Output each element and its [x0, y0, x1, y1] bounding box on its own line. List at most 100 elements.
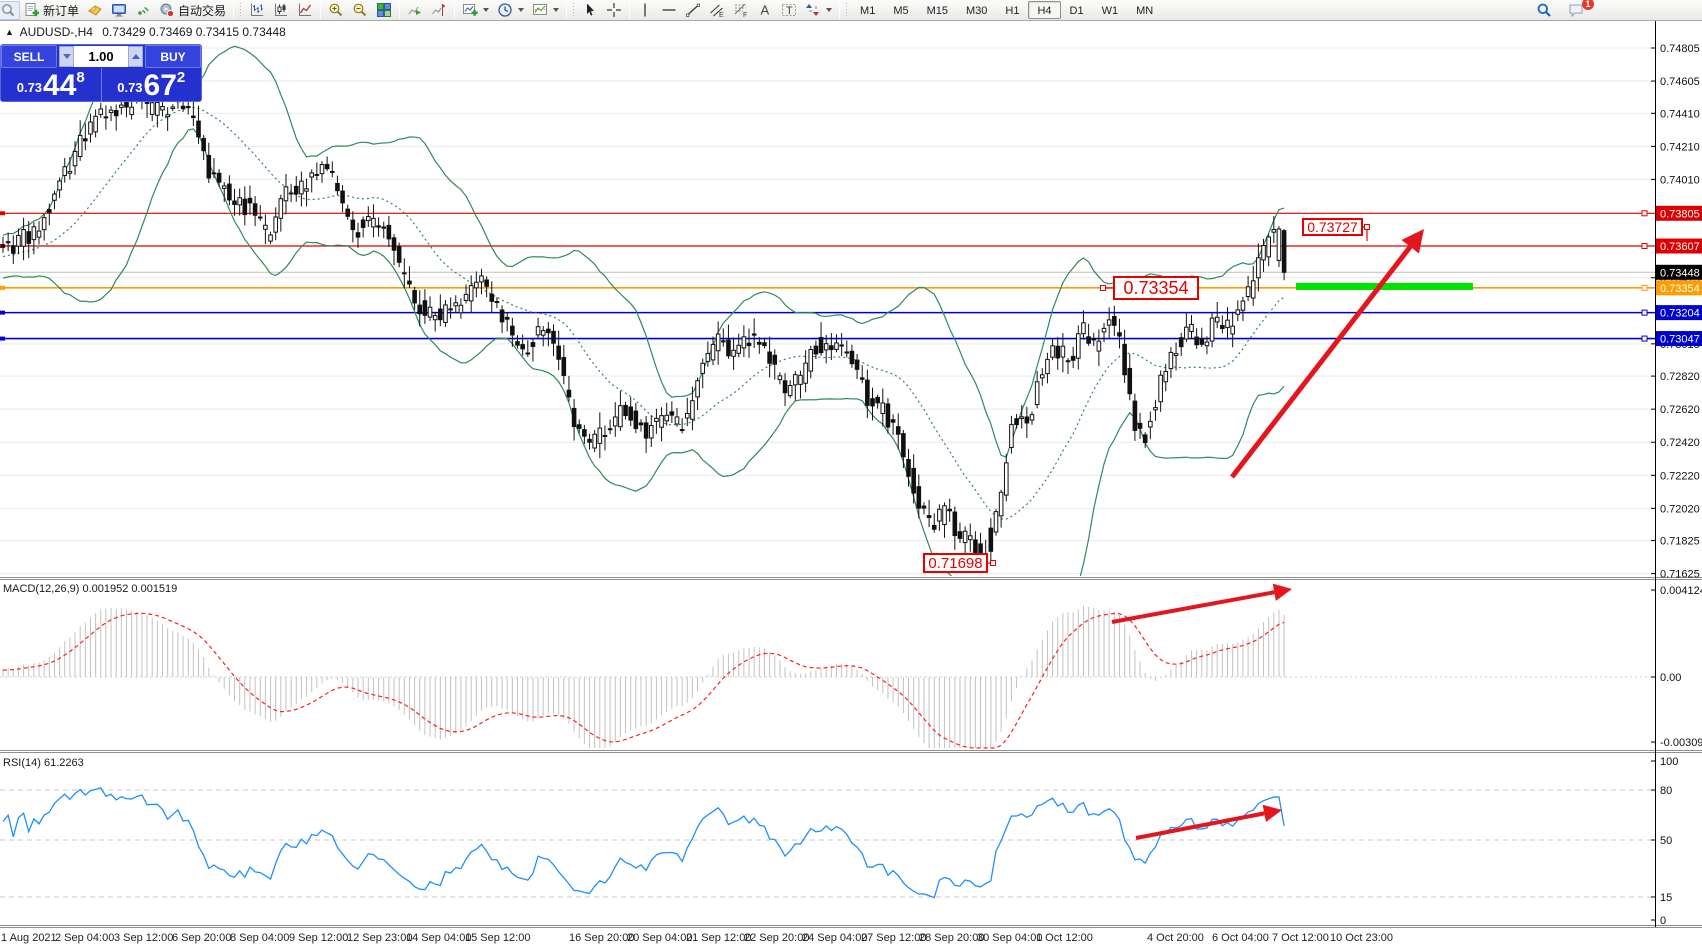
timeframe-m5[interactable]: M5 [893, 5, 909, 17]
candlestick-series [0, 84, 1287, 571]
svg-text:0.71825: 0.71825 [1660, 536, 1700, 548]
rsi-line [2, 787, 1285, 899]
svg-text:0.73047: 0.73047 [1660, 334, 1700, 346]
chart-shift-icon [432, 4, 446, 16]
trendline-tool-button[interactable] [681, 1, 705, 20]
timeframe-w1[interactable]: W1 [1101, 5, 1119, 17]
sell-button[interactable]: SELL [1, 45, 57, 68]
zoom-in-icon [329, 3, 343, 17]
auto-scroll-button[interactable] [403, 1, 427, 20]
timeframe-mn[interactable]: MN [1136, 5, 1154, 17]
signals-button[interactable] [131, 1, 155, 20]
zoom-in-button[interactable] [324, 1, 348, 20]
buy-price[interactable]: 0.73 67 2 [102, 68, 202, 101]
arrows-icon [806, 4, 820, 16]
equidistant-channel-tool-button[interactable]: E [705, 1, 729, 20]
toolbar-separator [454, 1, 456, 19]
line-chart-button[interactable] [293, 1, 317, 20]
toolbar-grip [239, 2, 244, 18]
trend-arrow[interactable] [1262, 804, 1282, 823]
bars-chart-icon [251, 3, 264, 16]
date-axis-label: 21 Sep 12:00 [686, 932, 751, 944]
volume-increase-button[interactable] [128, 46, 143, 67]
svg-text:0.74010: 0.74010 [1660, 174, 1700, 186]
terminal-button[interactable] [107, 1, 131, 20]
date-axis-label: 22 Sep 20:00 [744, 932, 809, 944]
svg-text:0.004124: 0.004124 [1660, 585, 1702, 597]
search-button[interactable] [1532, 1, 1556, 20]
timeframe-m30[interactable]: M30 [966, 5, 988, 17]
auto-scroll-icon [408, 6, 422, 15]
chart-objects[interactable] [1296, 283, 1473, 290]
svg-text:0.71625: 0.71625 [1660, 569, 1700, 581]
fibonacci-tool-button[interactable]: F [729, 1, 753, 20]
price-callout[interactable]: 0.73354 [1113, 276, 1199, 300]
svg-text:0.73805: 0.73805 [1660, 208, 1700, 220]
ohlc-values: 0.73429 0.73469 0.73415 0.73448 [102, 25, 286, 39]
svg-text:0.74410: 0.74410 [1660, 108, 1700, 120]
horizontal-line-tool-button[interactable] [657, 1, 681, 20]
volume-input[interactable] [74, 46, 128, 67]
new-order-button[interactable]: 新订单 [20, 1, 83, 20]
periods-clock-icon [498, 3, 512, 17]
chart-shift-button[interactable] [427, 1, 451, 20]
vertical-line-tool-button[interactable] [633, 1, 657, 20]
dropdown-caret [483, 8, 490, 12]
timeframe-d1[interactable]: D1 [1069, 5, 1084, 17]
trend-arrow[interactable] [1272, 583, 1292, 601]
arrows-tool-button[interactable] [801, 1, 836, 20]
timeframe-m1[interactable]: M1 [860, 5, 876, 17]
date-axis-label: 3 Sep 12:00 [114, 932, 173, 944]
line-chart-icon [299, 3, 312, 16]
timeframe-h1[interactable]: H1 [1005, 5, 1020, 17]
price-callout[interactable]: 0.71698 [923, 553, 988, 573]
trend-arrows[interactable] [988, 224, 1424, 840]
timeframe-m15[interactable]: M15 [926, 5, 948, 17]
dropdown-caret [518, 8, 525, 12]
templates-button[interactable] [528, 1, 563, 20]
text-tool-button[interactable]: A [753, 1, 777, 20]
sell-price[interactable]: 0.73 44 8 [1, 68, 101, 101]
date-axis-label: 2 Sep 04:00 [55, 932, 114, 944]
candles-chart-button[interactable] [269, 1, 293, 20]
toolbar-separator [839, 1, 841, 19]
svg-text:0.72420: 0.72420 [1660, 437, 1700, 449]
vertical-line-icon [644, 3, 646, 17]
text-icon: A [761, 3, 770, 18]
signals-icon [138, 6, 149, 15]
text-label-icon: T [782, 4, 797, 17]
new-chart-button[interactable] [458, 1, 493, 20]
templates-icon [533, 4, 548, 15]
price-callout[interactable]: 0.73727 [1302, 218, 1363, 236]
timeframe-h4[interactable]: H4 [1028, 1, 1061, 19]
volume-control [59, 46, 143, 67]
tile-windows-button[interactable] [372, 1, 396, 20]
volume-decrease-button[interactable] [59, 46, 74, 67]
text-label-tool-button[interactable]: T [777, 1, 801, 20]
support-highlight-bar[interactable] [1296, 283, 1473, 290]
buy-button[interactable]: BUY [145, 45, 201, 68]
symbol-name: AUDUSD-,H4 [19, 25, 93, 39]
svg-text:80: 80 [1660, 785, 1672, 797]
strategy-tester-button[interactable] [0, 0, 20, 20]
crosshair-tool-button[interactable] [602, 1, 626, 20]
svg-text:0.74210: 0.74210 [1660, 141, 1700, 153]
bollinger-bands [2, 45, 1285, 576]
zoom-out-button[interactable] [348, 1, 372, 20]
crosshair-icon [607, 3, 622, 17]
symbol-collapse-icon[interactable]: ▲ [5, 27, 14, 37]
periods-button[interactable] [493, 1, 528, 20]
date-axis-label: 28 Sep 20:00 [919, 932, 984, 944]
notifications-button[interactable]: 1 [1564, 0, 1594, 20]
autotrading-button[interactable]: 自动交易 [155, 1, 230, 20]
metaeditor-button[interactable] [83, 1, 107, 20]
date-axis-label: 1 Aug 2021 [1, 932, 57, 944]
cursor-tool-button[interactable] [578, 1, 602, 20]
autotrading-icon [160, 3, 175, 18]
trend-arrow[interactable] [1401, 229, 1424, 254]
svg-text:E: E [719, 12, 724, 18]
new-order-icon [25, 3, 39, 17]
horizontal-level-lines[interactable] [0, 210, 1655, 342]
bars-chart-button[interactable] [245, 1, 269, 20]
